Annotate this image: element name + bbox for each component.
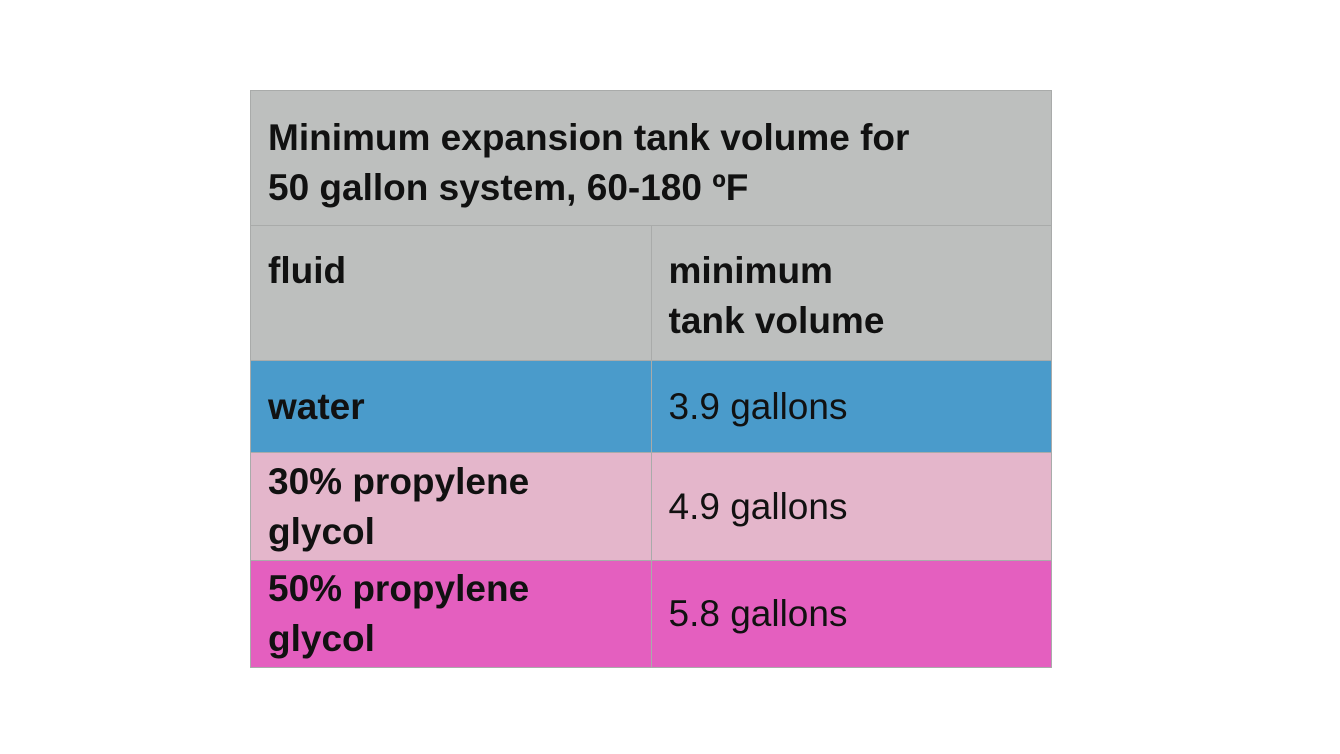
header-fluid-label: fluid: [268, 250, 347, 291]
volume-cell: 5.8 gallons: [650, 560, 1052, 668]
header-volume: minimum tank volume: [650, 225, 1052, 361]
volume-cell: 3.9 gallons: [650, 360, 1052, 453]
table-title: Minimum expansion tank volume for 50 gal…: [250, 90, 1052, 226]
table-row: 50% propylene glycol 5.8 gallons: [250, 560, 1052, 668]
title-row: Minimum expansion tank volume for 50 gal…: [250, 90, 1052, 226]
expansion-tank-table: Minimum expansion tank volume for 50 gal…: [250, 90, 1052, 668]
table-title-line-2: 50 gallon system, 60-180 ºF: [268, 167, 749, 208]
header-fluid: fluid: [250, 225, 652, 361]
fluid-cell: water: [250, 360, 652, 453]
fluid-cell: 30% propylene glycol: [250, 452, 652, 561]
header-volume-line-1: minimum: [668, 250, 833, 291]
fluid-cell: 50% propylene glycol: [250, 560, 652, 668]
table-row: water 3.9 gallons: [250, 360, 1052, 453]
volume-cell: 4.9 gallons: [650, 452, 1052, 561]
header-volume-line-2: tank volume: [668, 300, 885, 341]
table-title-line-1: Minimum expansion tank volume for: [268, 117, 910, 158]
header-row: fluid minimum tank volume: [250, 225, 1052, 361]
table-row: 30% propylene glycol 4.9 gallons: [250, 452, 1052, 561]
